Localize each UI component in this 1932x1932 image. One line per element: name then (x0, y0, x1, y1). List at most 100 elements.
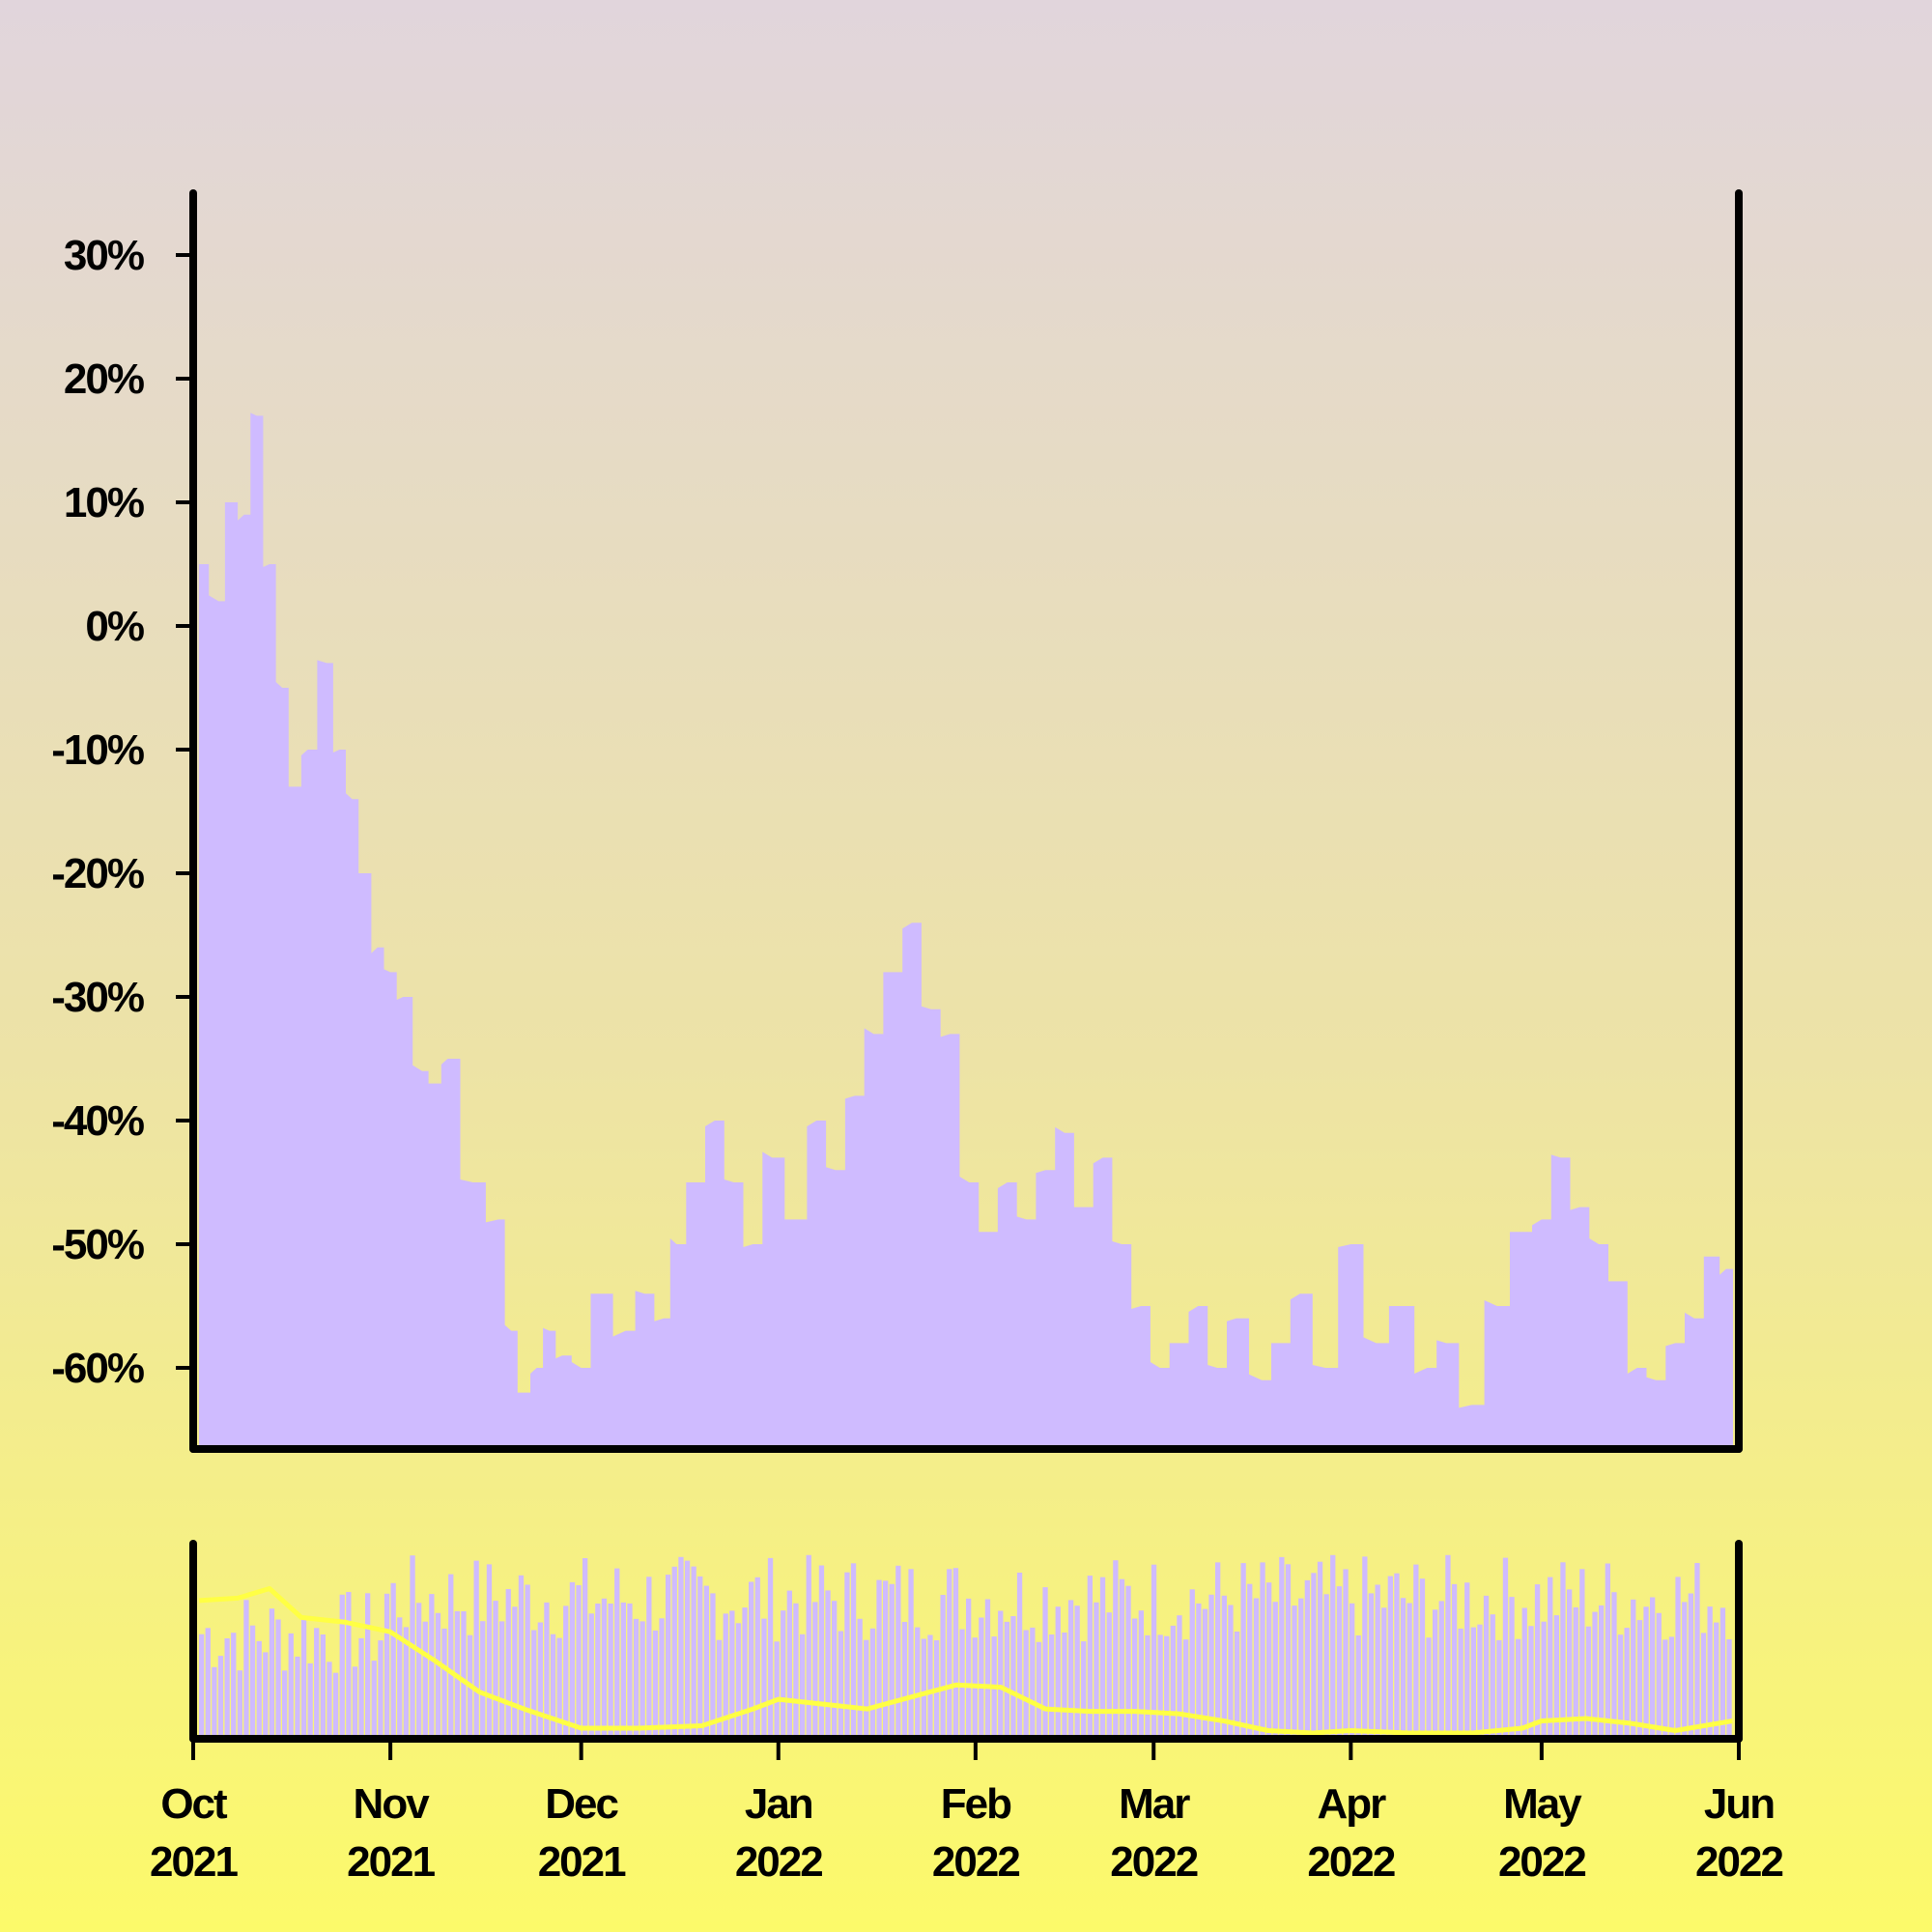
navigator-bar (269, 1608, 275, 1739)
navigator-bar (1643, 1606, 1649, 1739)
navigator-bar (473, 1560, 479, 1739)
navigator-bar (332, 1672, 339, 1739)
navigator-bar (1087, 1576, 1093, 1739)
navigator-bar (1266, 1582, 1272, 1739)
navigator-bar (1579, 1569, 1585, 1739)
navigator-bar (1362, 1556, 1368, 1739)
navigator-moving-average-line (198, 1586, 1733, 1736)
navigator-bar (1375, 1584, 1380, 1739)
x-axis-tick-label-month: Jun (1704, 1780, 1774, 1828)
navigator-bar (1279, 1556, 1285, 1739)
navigator-bar (1311, 1573, 1317, 1739)
navigator-bar (582, 1558, 588, 1739)
navigator-bar (1074, 1605, 1080, 1739)
navigator-bar (1553, 1615, 1559, 1739)
navigator-bar (857, 1618, 863, 1739)
navigator-bar (569, 1581, 576, 1739)
navigator-bar (1145, 1634, 1151, 1739)
navigator-bar (1196, 1603, 1202, 1739)
navigator-bar (1611, 1592, 1617, 1739)
navigator-bar (1221, 1595, 1227, 1739)
navigator-bar (544, 1602, 550, 1739)
navigator-bar (1451, 1583, 1458, 1739)
y-axis-tick-label: -40% (51, 1097, 144, 1145)
x-axis-tick-label-year: 2022 (1110, 1838, 1197, 1886)
navigator-bar (966, 1598, 972, 1739)
navigator-bar (742, 1607, 748, 1739)
navigator-bar (1138, 1610, 1144, 1739)
y-axis-tick-label: -60% (51, 1345, 144, 1392)
navigator-bar (691, 1566, 696, 1739)
y-axis-tick-label: -20% (51, 850, 144, 897)
navigator-bar (1330, 1554, 1336, 1739)
x-axis-tick-label-month: Dec (545, 1780, 618, 1828)
navigator-bar (627, 1603, 633, 1739)
navigator-bar (749, 1581, 754, 1739)
navigator-bar (761, 1618, 767, 1739)
x-axis-tick-label-year: 2022 (735, 1838, 822, 1886)
navigator-bar (1094, 1602, 1099, 1739)
navigator-bar (1624, 1628, 1630, 1739)
navigator-bar (275, 1619, 281, 1739)
navigator-bar (1234, 1632, 1240, 1739)
navigator-bar (1298, 1598, 1304, 1739)
navigator-bar (825, 1590, 831, 1739)
navigator-bar (1470, 1627, 1476, 1739)
navigator-bar (1081, 1641, 1087, 1739)
navigator-bar (1496, 1639, 1502, 1739)
navigator-bar (231, 1633, 237, 1739)
navigator-bar (1317, 1561, 1323, 1739)
navigator-bar (1541, 1621, 1547, 1739)
navigator-bar (365, 1593, 371, 1739)
x-axis-tick-label-year: 2022 (1307, 1838, 1394, 1886)
navigator-bar (1285, 1564, 1292, 1739)
navigator-bar (1030, 1627, 1036, 1739)
navigator-bar (1067, 1600, 1074, 1739)
navigator-bar (1682, 1602, 1688, 1739)
x-axis-tick-label-month: Jan (745, 1780, 812, 1828)
navigator-plot[interactable]: Oct 2021 Nov 2021 Dec 2021 Jan 2022 Feb 2022 Mar 20… (150, 1540, 1784, 1886)
navigator-bar (441, 1628, 447, 1739)
navigator-bar (639, 1621, 645, 1739)
navigator-bar (1215, 1562, 1221, 1739)
navigator-bar (869, 1628, 876, 1739)
navigator-bar (774, 1641, 780, 1739)
navigator-bar (1445, 1554, 1451, 1739)
navigator-bar (1668, 1636, 1675, 1739)
navigator-bar (678, 1556, 684, 1739)
navigator-bar (378, 1640, 384, 1739)
navigator-bar (1694, 1563, 1700, 1739)
x-axis-tick-label-year: 2022 (1695, 1838, 1782, 1886)
navigator-bar (588, 1613, 594, 1739)
navigator-bar (1617, 1634, 1624, 1739)
navigator-bar (435, 1612, 441, 1739)
navigator-bar (723, 1613, 728, 1739)
navigator-bar (1355, 1635, 1361, 1739)
navigator-bar (403, 1627, 409, 1739)
navigator-bar (537, 1622, 543, 1739)
navigator-bar (838, 1631, 843, 1739)
navigator-bar (429, 1594, 435, 1739)
navigator-bar (1426, 1637, 1432, 1739)
x-axis-ticks (191, 1739, 1741, 1760)
navigator-bar (1177, 1615, 1182, 1739)
navigator-bar (1323, 1594, 1329, 1739)
navigator-bar (352, 1666, 358, 1739)
navigator-bar (384, 1593, 390, 1739)
y-axis-tick-label: 10% (64, 479, 144, 526)
navigator-bar (525, 1584, 530, 1739)
navigator-bar (512, 1606, 518, 1739)
navigator-bar (1714, 1622, 1719, 1739)
navigator-bar (1125, 1585, 1131, 1739)
x-axis-tick-label-month: Nov (354, 1780, 431, 1828)
navigator-bar (212, 1666, 217, 1739)
navigator-bar (1170, 1625, 1176, 1739)
y-axis-tick-label: 0% (85, 603, 143, 650)
navigator-bar (754, 1577, 760, 1739)
navigator-bar (358, 1637, 364, 1739)
navigator-bar (793, 1603, 799, 1739)
navigator-bar (1368, 1593, 1375, 1739)
y-axis-tick-label: 30% (64, 232, 144, 279)
